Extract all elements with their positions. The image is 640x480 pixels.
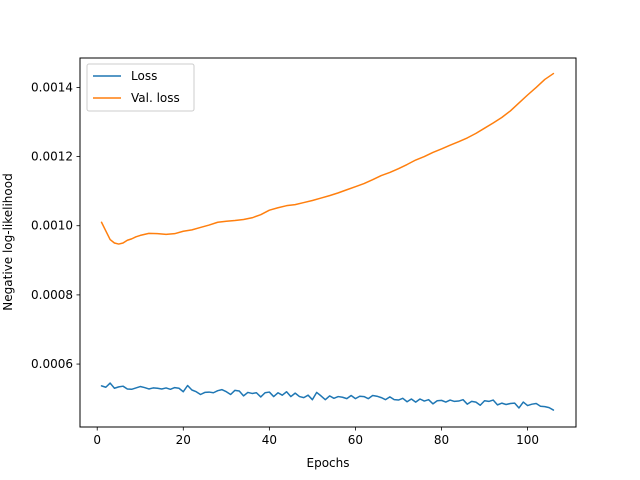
x-tick-label: 60	[348, 433, 363, 447]
y-axis: 0.0006 0.0008 0.0010 0.0012 0.0014	[31, 80, 80, 371]
series-line-val-loss	[100, 72, 555, 245]
y-tick-label: 0.0012	[31, 150, 73, 164]
y-tick-label: 0.0006	[31, 357, 73, 371]
y-tick-label: 0.0010	[31, 219, 73, 233]
y-axis-title: Negative log-likelihood	[1, 173, 15, 310]
x-tick-label: 20	[176, 433, 191, 447]
plot-area-frame	[79, 57, 577, 428]
series-line-loss	[100, 382, 555, 411]
legend-label-val-loss: Val. loss	[131, 91, 180, 105]
legend: Loss Val. loss	[86, 63, 195, 112]
x-tick-label: 80	[434, 433, 449, 447]
y-tick-label: 0.0014	[31, 80, 73, 94]
x-axis: 0 20 40 60 80 100	[93, 427, 539, 447]
x-tick-label: 100	[516, 433, 539, 447]
plot-lines	[100, 72, 555, 411]
x-tick-label: 40	[262, 433, 277, 447]
legend-label-loss: Loss	[131, 69, 157, 83]
x-tick-label: 0	[93, 433, 101, 447]
y-tick-label: 0.0008	[31, 288, 73, 302]
x-axis-title: Epochs	[307, 456, 350, 470]
